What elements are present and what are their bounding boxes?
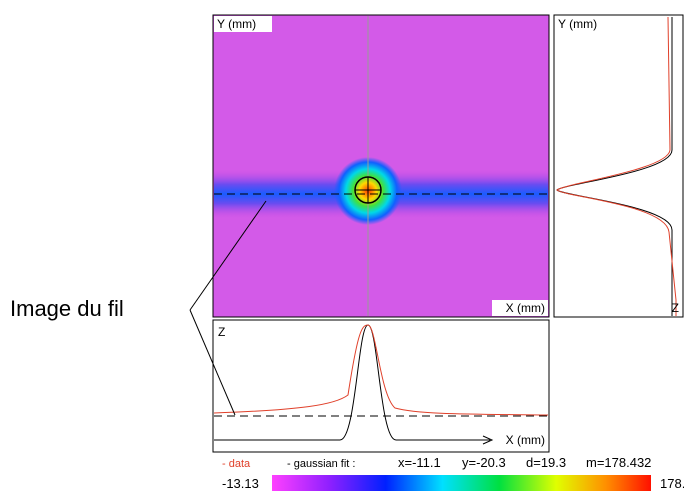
readout: d=19.3 — [526, 455, 566, 470]
z-axis-label: Z — [672, 301, 679, 315]
legend-data: - data — [222, 458, 251, 470]
legend: - data - gaussian fit : x=-11.1 y=-20.3 … — [222, 455, 651, 470]
legend-fit: - gaussian fit : — [287, 458, 355, 470]
y-axis-label: Y (mm) — [217, 17, 256, 31]
colorbar-max: 178.43 — [660, 476, 684, 491]
bottom-panel: Z X (mm) — [212, 319, 550, 453]
x-axis-label: X (mm) — [506, 301, 545, 315]
y-axis-label: Y (mm) — [558, 17, 597, 31]
side-panel: Y (mm) Z — [553, 14, 684, 318]
readout: x=-11.1 — [398, 455, 441, 470]
colorbar-min: -13.13 — [222, 476, 259, 491]
x-axis-label: X (mm) — [506, 433, 545, 447]
annotation: Image du fil — [10, 200, 267, 416]
image-panel: Y (mm) X (mm) — [212, 14, 550, 318]
annotation-text: Image du fil — [10, 296, 124, 321]
colorbar: -13.13 178.43 — [222, 475, 684, 491]
z-axis-label: Z — [218, 325, 225, 339]
readout: y=-20.3 — [462, 455, 506, 470]
readout: m=178.432 — [586, 455, 651, 470]
